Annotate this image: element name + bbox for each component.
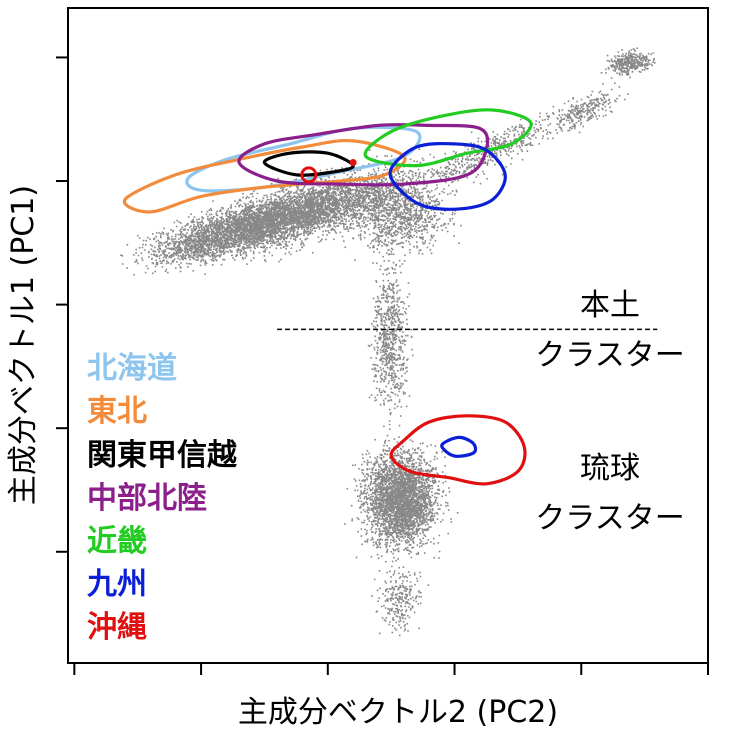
legend-label-hokkaido: 北海道 — [87, 351, 177, 386]
mean-marker-dot — [349, 158, 357, 166]
contour-6 — [389, 414, 527, 486]
legend-label-kanto: 関東甲信越 — [87, 438, 238, 473]
contour-4 — [363, 108, 533, 168]
legend-label-okinawa: 沖縄 — [87, 610, 147, 645]
y-axis-ticks — [56, 56, 68, 553]
mainland-cluster-label-line1: 本土 — [580, 288, 640, 323]
contour-7 — [440, 435, 478, 458]
contour-5 — [388, 141, 507, 211]
contour-2 — [262, 150, 355, 177]
ryukyu-cluster-label-line2: クラスター — [535, 501, 684, 536]
legend-label-chubu: 中部北陸 — [87, 481, 207, 516]
mainland-cluster-label-line2: クラスター — [535, 338, 684, 373]
y-axis-title: 主成分ベクトル1 (PC1) — [6, 185, 41, 505]
legend: 北海道 東北 関東甲信越 中部北陸 近畿 九州 沖縄 — [87, 351, 238, 645]
ryukyu-cluster-label-line1: 琉球 — [580, 451, 640, 486]
x-axis-ticks — [73, 663, 709, 675]
scatter-points — [120, 47, 656, 637]
legend-label-kyushu: 九州 — [87, 567, 147, 602]
legend-label-tohoku: 東北 — [87, 394, 147, 429]
contour-3 — [237, 123, 490, 187]
mean-marker-circle — [300, 166, 318, 184]
cluster-labels: 本土 クラスター 琉球 クラスター — [535, 288, 684, 536]
contours — [122, 108, 533, 486]
x-axis-title: 主成分ベクトル2 (PC2) — [238, 695, 558, 730]
point-cloud — [120, 47, 656, 637]
legend-label-kinki: 近畿 — [87, 524, 147, 559]
plot-frame — [67, 7, 709, 664]
